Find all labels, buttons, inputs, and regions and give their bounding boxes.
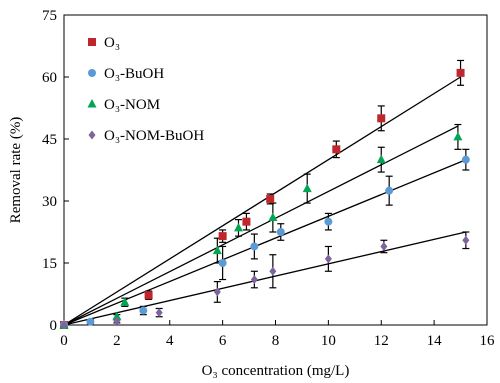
trendlines xyxy=(63,76,467,326)
legend: O₃ O₃-BuOH O₃-NOM O₃-NOM-BuOH xyxy=(87,35,204,144)
x-tick-label: 8 xyxy=(272,333,280,349)
data-point xyxy=(324,254,332,264)
data-point xyxy=(218,259,227,267)
x-tick-label: 12 xyxy=(374,333,389,349)
data-point xyxy=(86,317,95,326)
legend-marker xyxy=(88,38,96,46)
data-point xyxy=(242,217,251,226)
trendline xyxy=(63,76,461,326)
y-tick-label: 60 xyxy=(42,70,57,86)
legend-marker xyxy=(87,99,97,108)
data-markers xyxy=(59,68,470,330)
trendline xyxy=(63,125,459,326)
data-point xyxy=(233,222,243,232)
data-point xyxy=(250,275,258,285)
data-point xyxy=(250,242,259,251)
data-point xyxy=(213,287,221,297)
x-tick-label: 6 xyxy=(219,333,227,349)
data-point xyxy=(332,145,341,154)
data-point xyxy=(385,186,394,195)
trendline xyxy=(63,231,466,326)
data-point xyxy=(144,291,153,300)
axes: 0 2 4 6 8 10 12 14 16 0 15 30 45 60 75 xyxy=(42,8,495,349)
legend-label: O₃ xyxy=(104,35,120,51)
data-point xyxy=(453,131,463,141)
data-point xyxy=(461,155,470,164)
data-point xyxy=(212,245,222,255)
x-tick-label: 10 xyxy=(321,333,336,349)
data-point xyxy=(276,228,285,236)
data-point xyxy=(266,194,275,203)
y-tick-label: 75 xyxy=(42,8,57,24)
trendline xyxy=(63,159,467,326)
data-point xyxy=(112,311,122,321)
data-point xyxy=(139,306,148,315)
legend-label: O₃-NOM xyxy=(104,97,160,113)
x-tick-label: 2 xyxy=(113,333,121,349)
data-point xyxy=(120,297,130,306)
legend-label: O₃-NOM-BuOH xyxy=(104,128,204,144)
y-tick-label: 45 xyxy=(42,132,57,148)
data-point xyxy=(377,114,386,123)
legend-label: O₃-BuOH xyxy=(104,66,164,82)
data-point xyxy=(218,232,227,241)
data-point xyxy=(324,217,333,226)
legend-marker xyxy=(88,130,96,140)
x-tick-label: 4 xyxy=(166,333,174,349)
data-point xyxy=(456,68,465,77)
y-tick-label: 30 xyxy=(42,194,57,210)
data-point xyxy=(376,154,386,164)
x-tick-label: 16 xyxy=(480,333,496,349)
data-point xyxy=(268,212,278,222)
x-axis-label: O₃ concentration (mg/L) xyxy=(202,363,350,379)
plot-frame xyxy=(63,14,488,326)
y-tick-label: 15 xyxy=(42,256,57,272)
legend-marker xyxy=(88,69,96,77)
x-tick-label: 0 xyxy=(60,333,68,349)
data-point xyxy=(302,183,312,193)
x-tick-label: 14 xyxy=(427,333,443,349)
data-point xyxy=(380,241,388,251)
y-axis-label: Removal rate (%) xyxy=(8,117,24,224)
data-point xyxy=(269,266,277,276)
data-point xyxy=(462,235,470,245)
data-point xyxy=(155,308,163,318)
data-point xyxy=(113,316,121,326)
y-tick-label: 0 xyxy=(50,318,58,334)
data-point xyxy=(60,320,68,330)
